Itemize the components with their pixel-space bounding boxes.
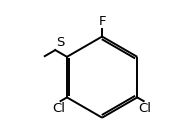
Text: F: F: [98, 15, 106, 28]
Text: Cl: Cl: [139, 103, 152, 116]
Text: S: S: [56, 36, 64, 49]
Text: Cl: Cl: [53, 103, 66, 116]
